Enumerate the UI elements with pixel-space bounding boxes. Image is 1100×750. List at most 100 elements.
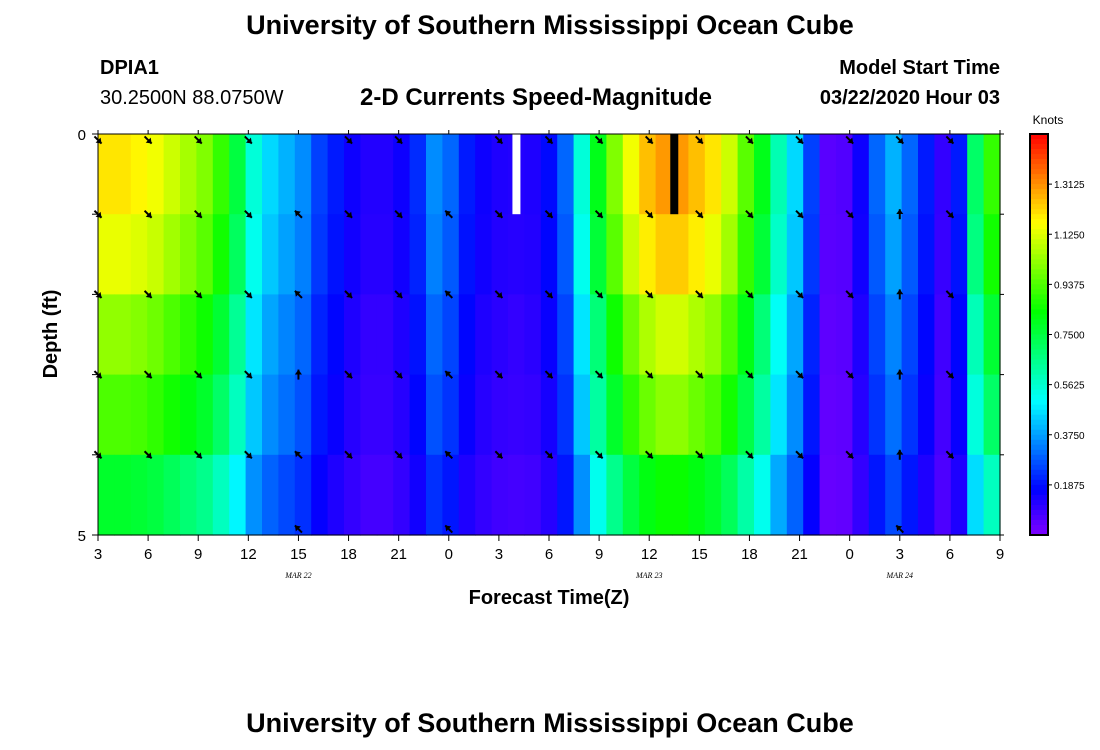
current-arrow xyxy=(394,209,403,219)
arrow-head xyxy=(145,137,152,144)
x-tick-label: 15 xyxy=(691,546,708,563)
current-arrow xyxy=(945,135,955,145)
heatmap-cell xyxy=(967,454,985,536)
heatmap-cell xyxy=(868,374,886,456)
arrow-head xyxy=(95,372,102,379)
heatmap-cell xyxy=(967,374,985,456)
station-coordinates: 30.2500N 88.0750W xyxy=(100,87,284,109)
heatmap-cell xyxy=(393,214,411,295)
heatmap-cell xyxy=(721,214,739,295)
heatmap-cell xyxy=(721,374,739,456)
heatmap-cell xyxy=(147,374,165,456)
colorbar-segment xyxy=(1030,459,1048,466)
heatmap-cell xyxy=(770,294,788,376)
heatmap-cell xyxy=(229,374,247,456)
colorbar-segment xyxy=(1030,149,1048,155)
heatmap-cell xyxy=(688,214,706,295)
heatmap-cell xyxy=(901,134,919,215)
heatmap-cell xyxy=(737,294,755,376)
heatmap-cell xyxy=(524,454,542,536)
colorbar: Knots 1.3125 1.1250 0.9375 0.7500 0.5625 0.375… xyxy=(1029,113,1085,536)
heatmap-cell xyxy=(557,214,575,295)
heatmap-cell xyxy=(475,374,493,456)
arrow-head xyxy=(496,137,503,144)
heatmap-cell xyxy=(655,374,673,456)
heatmap-cell xyxy=(212,374,230,456)
current-arrow xyxy=(143,135,153,145)
colorbar-segment xyxy=(1030,424,1048,431)
arrow-head xyxy=(445,371,452,377)
heatmap-cell xyxy=(212,454,230,536)
x-axis-label: Forecast Time(Z) xyxy=(469,587,630,609)
arrow-head xyxy=(95,292,102,298)
current-arrow xyxy=(294,524,303,534)
x-tick-label: 9 xyxy=(996,546,1004,563)
arrow-head xyxy=(546,292,553,298)
heatmap-cell xyxy=(836,454,853,536)
heatmap-cell xyxy=(606,374,624,456)
heatmap-cell xyxy=(639,454,657,536)
heatmap-cell xyxy=(409,294,427,376)
arrow-head xyxy=(294,525,301,532)
model-start-label: Model Start Time xyxy=(839,57,1000,79)
colorbar-segment xyxy=(1030,154,1048,160)
heatmap-cell xyxy=(245,454,263,536)
heatmap-cell xyxy=(393,134,411,215)
heatmap-cell xyxy=(180,294,197,376)
arrow-head xyxy=(947,372,954,379)
heatmap-cell xyxy=(376,294,394,376)
heatmap-cell xyxy=(98,454,115,536)
current-arrow xyxy=(594,290,604,299)
heatmap-cell xyxy=(770,454,788,536)
heatmap-cell xyxy=(786,374,804,456)
colorbar-segment xyxy=(1030,379,1048,386)
arrow-head xyxy=(546,372,553,379)
heatmap-cell xyxy=(294,374,312,456)
heatmap-cell xyxy=(786,214,804,295)
current-arrow xyxy=(344,209,353,219)
heatmap-cell xyxy=(245,134,263,215)
heatmap-cell xyxy=(130,374,148,456)
arrow-head xyxy=(195,292,202,298)
current-arrow xyxy=(644,290,654,299)
current-arrow xyxy=(344,135,353,145)
arrow-head xyxy=(896,369,904,375)
arrow-head xyxy=(346,211,353,218)
current-arrow xyxy=(193,135,203,145)
current-arrow xyxy=(143,209,153,219)
heatmap-cell xyxy=(770,214,788,295)
arrow-head xyxy=(245,372,252,379)
arrow-head xyxy=(596,372,603,379)
arrow-head xyxy=(747,452,753,459)
x-tick-label: 15 xyxy=(290,546,307,563)
heatmap-cell xyxy=(458,374,476,456)
heatmap-cell xyxy=(311,454,329,536)
heatmap-cell xyxy=(409,134,427,215)
x-tick-label: 18 xyxy=(741,546,758,563)
heatmap-cell xyxy=(852,134,870,215)
current-arrow xyxy=(394,450,403,460)
current-arrow xyxy=(695,290,704,299)
heatmap-cell xyxy=(442,294,460,376)
heatmap-cell xyxy=(442,454,460,536)
heatmap-cell xyxy=(130,294,148,376)
arrow-head xyxy=(646,137,653,144)
colorbar-segment xyxy=(1030,374,1048,381)
current-arrow xyxy=(895,524,905,534)
heatmap-cell xyxy=(344,454,361,536)
heatmap-cell xyxy=(967,294,985,376)
colorbar-segment xyxy=(1030,219,1048,225)
heatmap-cell xyxy=(229,294,247,376)
arrow-head xyxy=(346,292,353,298)
colorbar-segment xyxy=(1030,304,1048,311)
heatmap-cell xyxy=(147,214,165,295)
arrow-head xyxy=(747,292,753,298)
current-arrow xyxy=(795,450,804,460)
current-arrow xyxy=(945,450,955,460)
colorbar-segment xyxy=(1030,369,1048,376)
colorbar-segment xyxy=(1030,344,1048,351)
heatmap-cell xyxy=(229,454,247,536)
colorbar-segment xyxy=(1030,519,1048,526)
current-arrow xyxy=(544,450,554,460)
colorbar-segment xyxy=(1030,234,1048,240)
